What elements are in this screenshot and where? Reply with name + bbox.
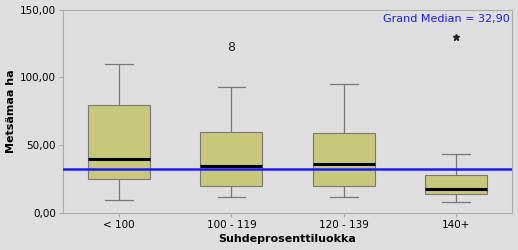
Bar	[425, 175, 487, 194]
Text: Grand Median = 32,90: Grand Median = 32,90	[383, 14, 510, 24]
Text: 8: 8	[227, 41, 235, 54]
X-axis label: Suhdeprosenttiluokka: Suhdeprosenttiluokka	[219, 234, 356, 244]
Bar	[200, 132, 262, 186]
Bar	[88, 105, 150, 179]
Y-axis label: Metsämaa ha: Metsämaa ha	[6, 70, 16, 153]
Bar	[313, 133, 375, 186]
